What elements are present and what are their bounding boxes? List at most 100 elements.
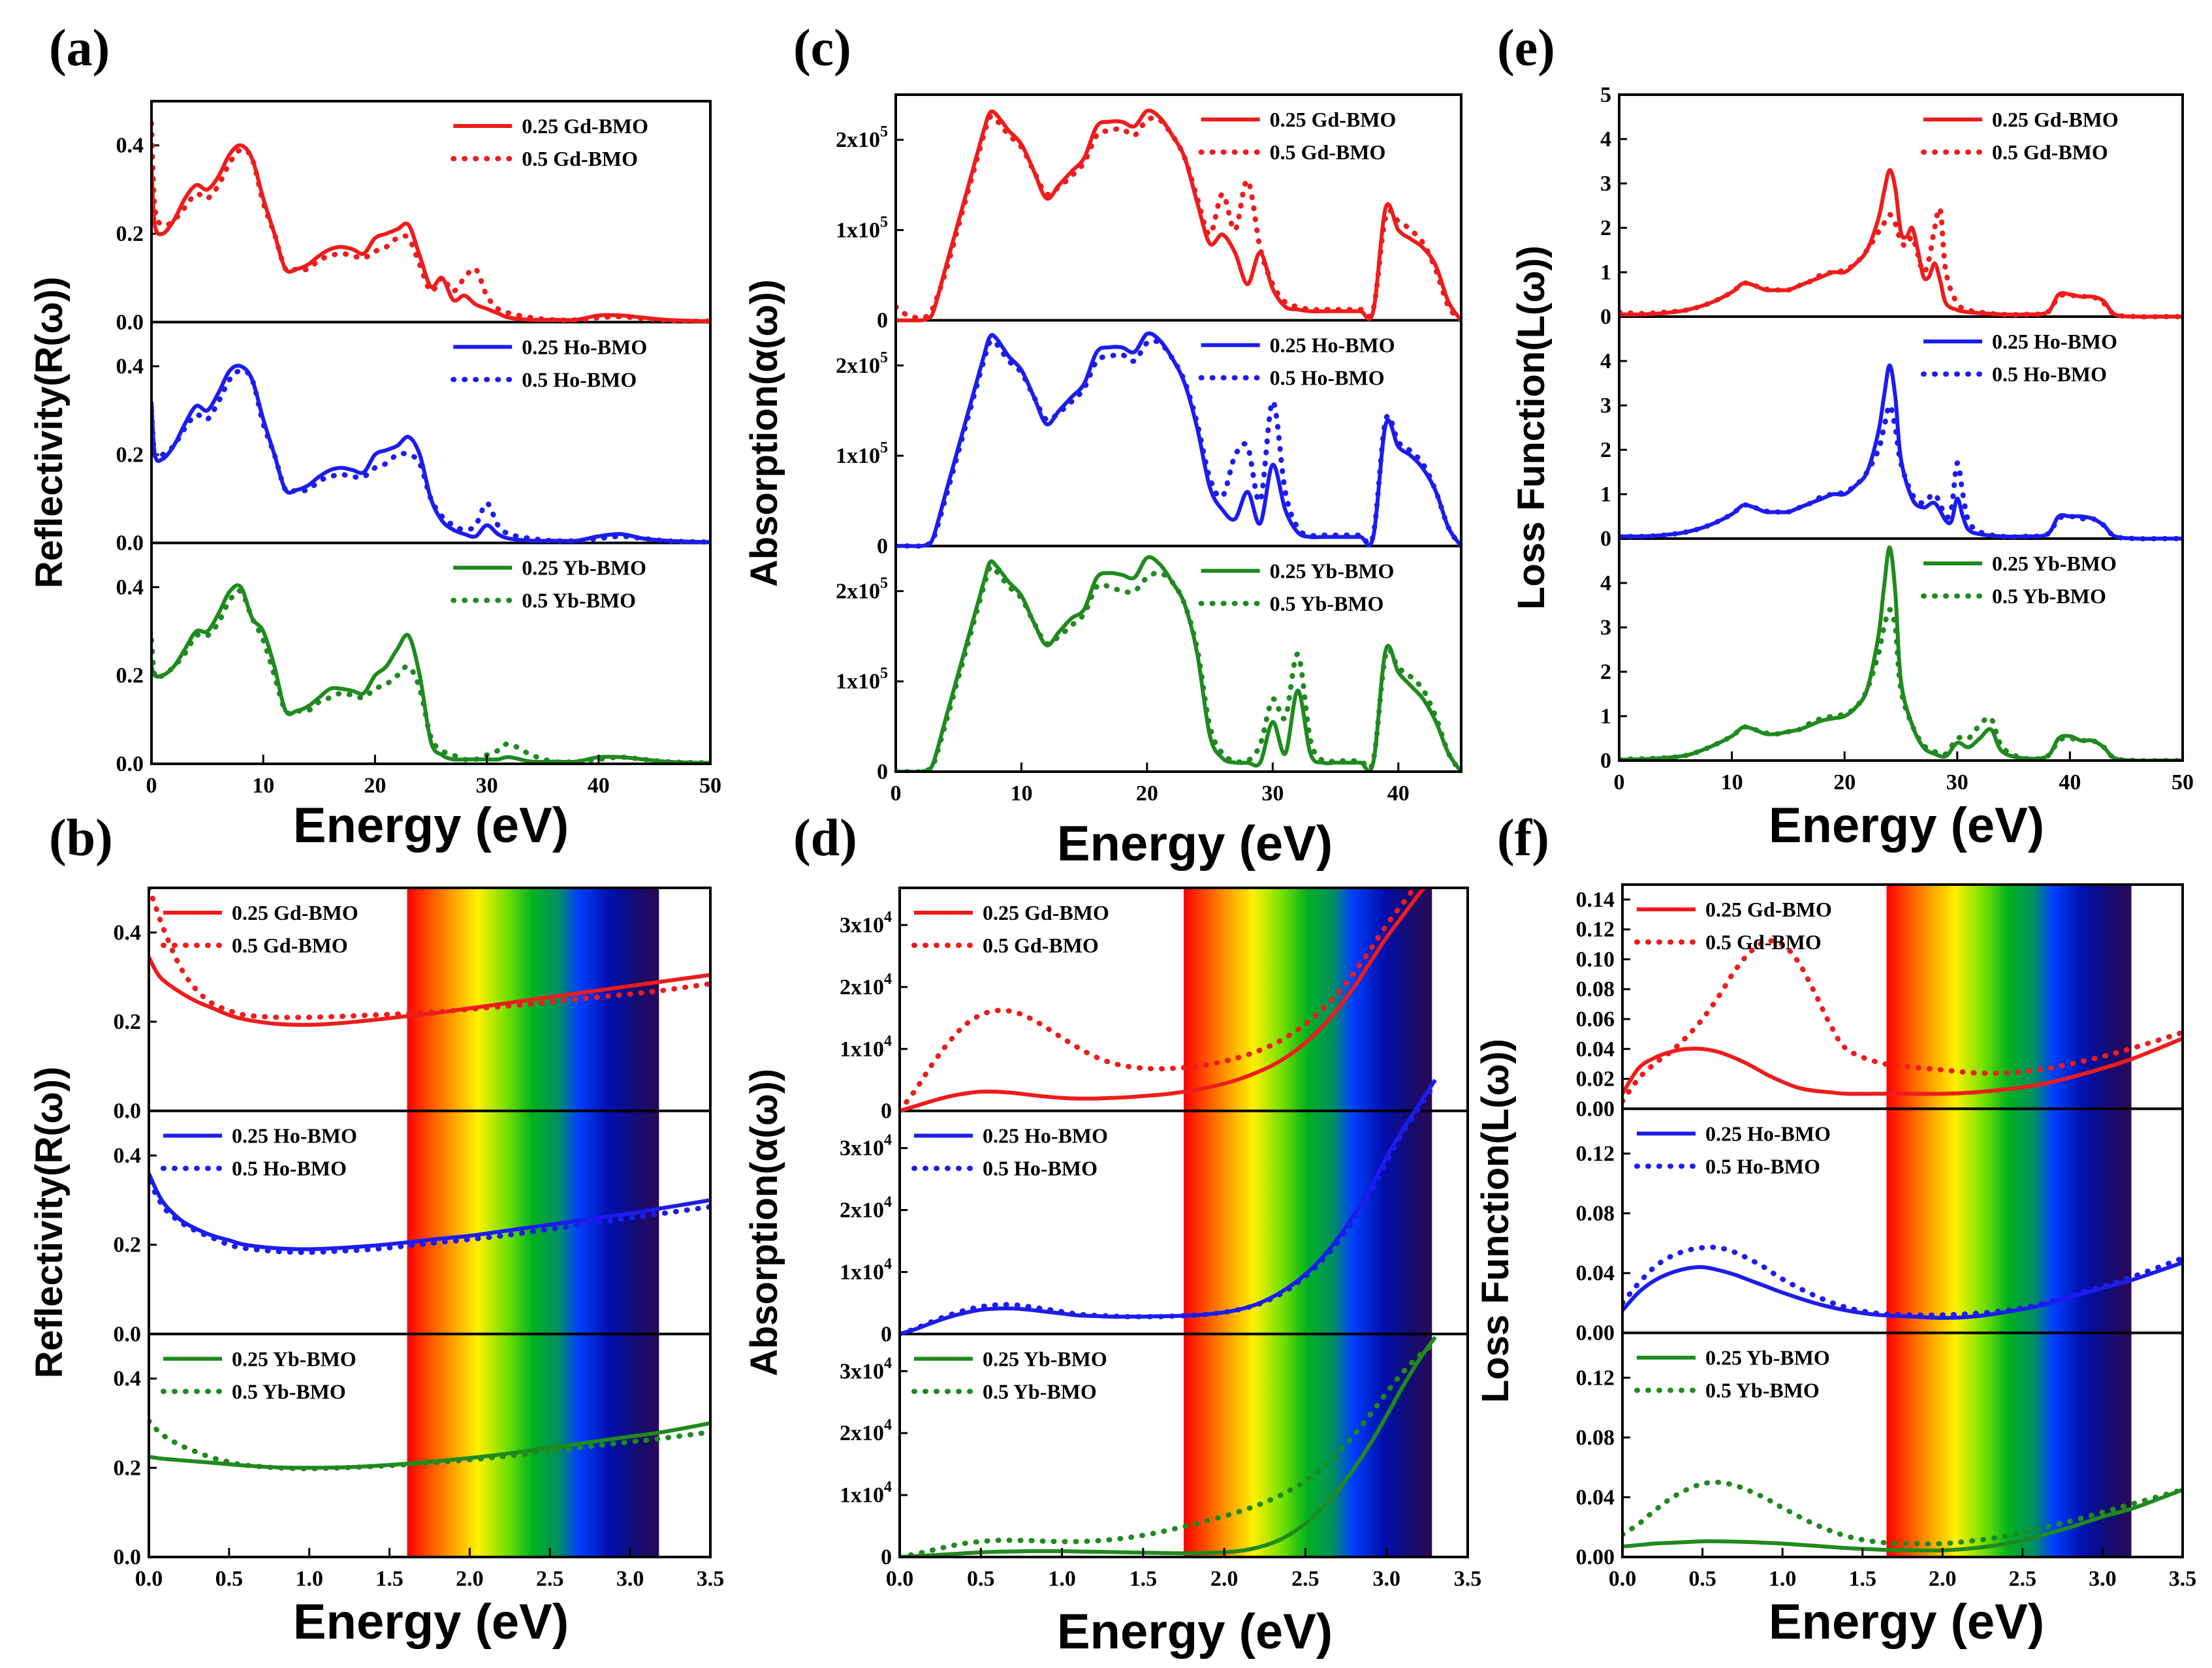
series-group [1622, 1244, 2183, 1320]
y-tick-label: 1x105 [836, 213, 888, 242]
x-tick-label: 2.5 [1291, 1567, 1319, 1591]
x-tick-label: 2.5 [536, 1567, 564, 1591]
series-group [1619, 363, 2183, 542]
panel-letter: (c) [793, 20, 851, 77]
series-line [1622, 938, 2183, 1104]
y-tick-label: 1 [1600, 704, 1611, 729]
y-tick-label: 3x104 [840, 1355, 892, 1383]
x-tick-label: 1.5 [1130, 1567, 1158, 1591]
y-tick-label: 0 [1600, 305, 1611, 329]
y-tick-label: 0.12 [1576, 1366, 1615, 1390]
legend-label: 0.5 Yb-BMO [232, 1379, 346, 1403]
legend-label: 0.5 Gd-BMO [1705, 930, 1822, 954]
x-tick-label: 1.0 [1048, 1567, 1076, 1591]
plot-frame [894, 93, 1462, 773]
y-tick-label: 1x105 [836, 439, 888, 468]
series-group [1619, 168, 2183, 320]
x-tick-label: 10 [1721, 770, 1743, 795]
series-line [1622, 1037, 2183, 1096]
legend-label: 0.25 Ho-BMO [1270, 334, 1395, 357]
series-group [149, 888, 710, 1027]
series-line [900, 1078, 1437, 1336]
series-line [151, 364, 710, 544]
series-group [900, 888, 1427, 1114]
x-tick-label: 0 [891, 781, 902, 806]
x-tick-label: 30 [1261, 781, 1284, 806]
y-tick-label: 1 [1600, 260, 1611, 285]
y-tick-label: 1x104 [840, 1255, 892, 1284]
y-tick-label: 3 [1600, 172, 1611, 196]
legend-label: 0.25 Ho-BMO [1705, 1122, 1831, 1145]
y-tick-label: 1x105 [836, 665, 888, 694]
y-tick-label: 0.02 [1576, 1067, 1615, 1092]
series-line [149, 956, 710, 1027]
y-tick-label: 0 [1600, 527, 1611, 551]
legend-label: 0.25 Ho-BMO [983, 1124, 1108, 1148]
series-line [149, 1172, 710, 1251]
series-group [896, 108, 1461, 323]
y-axis-title: Loss Function(L(ω)) [1474, 1039, 1517, 1403]
stack-Gd: 0.0 0.2 0.4 0.25 Gd-BMO 0.5 Gd-BMO [116, 114, 710, 334]
series-line [896, 113, 1461, 323]
series-group [151, 364, 710, 545]
x-tick-label: 0.0 [135, 1567, 163, 1591]
x-tick-label: 10 [252, 774, 274, 798]
plot-frame [150, 100, 712, 765]
x-tick-label: 0.0 [1609, 1567, 1637, 1591]
y-tick-label: 0.0 [116, 531, 144, 556]
y-tick-label: 0.4 [114, 1367, 142, 1391]
y-axis-title: Reflectivity(R(ω)) [28, 277, 71, 589]
series-line [900, 888, 1427, 1113]
series-line [1619, 168, 2183, 319]
series-line [1619, 606, 2183, 761]
y-tick-label: 0.2 [116, 443, 144, 467]
legend-label: 0.5 Gd-BMO [1992, 140, 2108, 164]
y-tick-label: 2x105 [836, 574, 888, 603]
y-tick-label: 0.14 [1576, 888, 1615, 912]
y-tick-label: 0.00 [1576, 1097, 1615, 1121]
legend-label: 0.25 Gd-BMO [522, 114, 648, 138]
series-group [149, 1172, 710, 1255]
stack-Ho: 0.0 0.2 0.4 0.25 Ho-BMO 0.5 Ho-BMO [116, 335, 710, 556]
stack-Yb: 0.00 0.04 0.08 0.12 0.25 Yb-BMO 0.5 Yb-BMO [1576, 1346, 2183, 1569]
y-tick-label: 3 [1600, 616, 1611, 640]
y-axis-title: Reflectivity(R(ω)) [28, 1067, 71, 1379]
y-tick-label: 0 [881, 1322, 892, 1346]
y-tick-label: 2 [1600, 216, 1611, 240]
legend-label: 0.25 Ho-BMO [232, 1124, 357, 1148]
series-line [151, 120, 710, 324]
y-tick-label: 0 [877, 309, 888, 333]
legend-label: 0.25 Yb-BMO [522, 556, 646, 580]
y-tick-label: 0.2 [114, 1233, 142, 1257]
x-axis-title: Energy (eV) [293, 1594, 569, 1650]
stack-Gd: 0 1x104 2x104 3x104 0.25 Gd-BMO 0.5 Gd-BMO [840, 888, 1468, 1124]
legend-label: 0.25 Yb-BMO [1992, 552, 2117, 575]
y-tick-label: 0.04 [1576, 1261, 1615, 1285]
y-tick-label: 0.08 [1576, 977, 1615, 1001]
legend-label: 0.5 Yb-BMO [1270, 591, 1384, 615]
stack-Gd: 0 1 2 3 4 5 0.25 Gd-BMO 0.5 Gd-BMO [1600, 83, 2183, 329]
y-tick-label: 0.2 [116, 222, 144, 246]
series-line [900, 1340, 1438, 1557]
y-axis-title: Absorption(α(ω)) [743, 279, 785, 587]
panel-letter: (a) [49, 20, 110, 77]
panel-e: 0 1 2 3 4 5 0.25 Gd-BMO 0.5 Gd-BMO 0 1 2 3 4 0.25 Ho-… [1497, 20, 2194, 853]
legend-label: 0.5 Gd-BMO [522, 147, 638, 170]
legend-label: 0.25 Yb-BMO [1270, 559, 1395, 582]
y-tick-label: 0.2 [114, 1010, 142, 1034]
series-line [1622, 1244, 2183, 1318]
series-line [900, 888, 1418, 1114]
panel-c: 0 1x105 2x105 0.25 Gd-BMO 0.5 Gd-BMO 0 1x105 2x… [743, 20, 1462, 872]
legend-label: 0.25 Gd-BMO [1705, 898, 1832, 921]
x-tick-label: 1.0 [1769, 1567, 1797, 1591]
panel-f: 0.00 0.02 0.04 0.06 0.08 0.10 0.12 0.14 0.25 Gd-… [1474, 810, 2196, 1650]
y-tick-label: 0.4 [116, 354, 144, 379]
y-tick-label: 0.0 [116, 310, 144, 334]
x-tick-label: 20 [1136, 781, 1158, 806]
x-tick-label: 0 [146, 774, 157, 798]
x-tick-label: 50 [699, 774, 721, 798]
x-axis-title: Energy (eV) [1057, 1604, 1333, 1660]
y-tick-label: 0 [877, 760, 888, 784]
